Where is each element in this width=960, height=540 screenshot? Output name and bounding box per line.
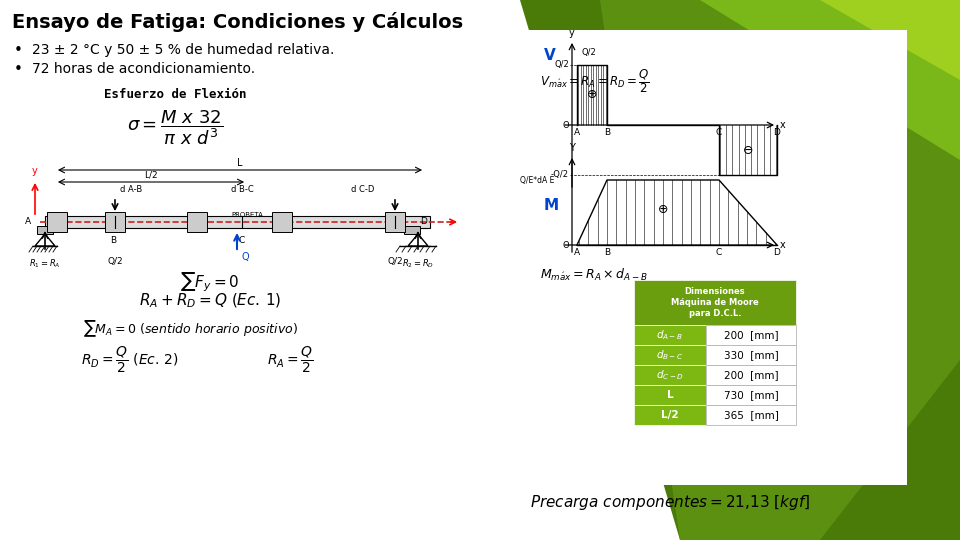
Bar: [45, 216, 430, 228]
Text: $M_{m\acute{a}x} = R_A \times d_{A-B}$: $M_{m\acute{a}x} = R_A \times d_{A-B}$: [540, 267, 648, 283]
Bar: [404, 226, 420, 234]
Text: Q/2: Q/2: [582, 48, 597, 57]
Polygon shape: [520, 0, 960, 540]
Bar: [706, 385, 796, 405]
Text: $R_A + R_D = Q\ (Ec.\,1)$: $R_A + R_D = Q\ (Ec.\,1)$: [139, 292, 281, 310]
Bar: [634, 385, 706, 405]
Text: Ensayo de Fatiga: Condiciones y Cálculos: Ensayo de Fatiga: Condiciones y Cálculos: [12, 12, 463, 32]
Text: O: O: [563, 240, 569, 249]
Text: 72 horas de acondicionamiento.: 72 horas de acondicionamiento.: [32, 62, 255, 76]
Text: 200  [mm]: 200 [mm]: [724, 370, 779, 380]
Text: O: O: [563, 120, 569, 130]
Bar: [706, 365, 796, 385]
Text: $\sum F_y = 0$: $\sum F_y = 0$: [180, 270, 240, 294]
Text: Y: Y: [569, 143, 575, 153]
Bar: [272, 212, 292, 232]
Text: M: M: [544, 199, 559, 213]
Text: d B-C: d B-C: [230, 185, 253, 194]
Bar: [385, 212, 405, 232]
Text: $d_{A-B}$: $d_{A-B}$: [657, 328, 684, 342]
Text: PROBETA: PROBETA: [231, 212, 263, 218]
Text: 23 ± 2 °C y 50 ± 5 % de humedad relativa.: 23 ± 2 °C y 50 ± 5 % de humedad relativa…: [32, 43, 334, 57]
Bar: [187, 212, 207, 232]
Bar: [706, 405, 796, 425]
Bar: [634, 405, 706, 425]
Text: D: D: [420, 217, 427, 226]
Bar: [37, 226, 53, 234]
Text: Q/2: Q/2: [108, 257, 123, 266]
Bar: [47, 212, 67, 232]
Text: D: D: [774, 248, 780, 257]
Text: $d_{B-C}$: $d_{B-C}$: [657, 348, 684, 362]
Text: 365  [mm]: 365 [mm]: [724, 410, 779, 420]
Bar: [634, 365, 706, 385]
Text: •: •: [14, 62, 23, 77]
Text: A: A: [574, 128, 580, 137]
Text: 330  [mm]: 330 [mm]: [724, 350, 779, 360]
Text: $\sigma = \dfrac{M\ x\ 32}{\pi\ x\ d^3}$: $\sigma = \dfrac{M\ x\ 32}{\pi\ x\ d^3}$: [127, 108, 223, 147]
Text: $R_D = \dfrac{Q}{2}\ (Ec.\,2)$: $R_D = \dfrac{Q}{2}\ (Ec.\,2)$: [81, 345, 179, 375]
Text: 730  [mm]: 730 [mm]: [724, 390, 779, 400]
Text: d C-D: d C-D: [351, 185, 374, 194]
Bar: [527, 30, 907, 485]
Text: $R_1=R_A$: $R_1=R_A$: [29, 257, 60, 269]
Bar: [634, 325, 706, 345]
Text: Q/E*dA E: Q/E*dA E: [519, 176, 554, 185]
Bar: [706, 325, 796, 345]
Polygon shape: [600, 0, 960, 540]
Polygon shape: [700, 0, 960, 160]
Text: Q: Q: [241, 252, 249, 262]
Text: C: C: [716, 128, 722, 137]
Text: L: L: [237, 158, 243, 168]
Bar: [706, 345, 796, 365]
Text: D: D: [774, 128, 780, 137]
Text: Dimensiones
Máquina de Moore
para D.C.L.: Dimensiones Máquina de Moore para D.C.L.: [671, 287, 758, 318]
Text: Esfuerzo de Flexión: Esfuerzo de Flexión: [104, 88, 247, 101]
Text: -Q/2: -Q/2: [551, 171, 569, 179]
Text: $R_2=R_D$: $R_2=R_D$: [402, 257, 434, 269]
Text: B: B: [604, 128, 610, 137]
Text: d A-B: d A-B: [120, 185, 142, 194]
Text: ⊕: ⊕: [587, 89, 597, 102]
Text: A: A: [25, 217, 31, 226]
Text: B: B: [110, 236, 116, 245]
Text: $R_A = \dfrac{Q}{2}$: $R_A = \dfrac{Q}{2}$: [267, 345, 313, 375]
Text: y: y: [569, 28, 575, 38]
Text: 200  [mm]: 200 [mm]: [724, 330, 779, 340]
Text: $d_{C-D}$: $d_{C-D}$: [656, 368, 684, 382]
Bar: [520, 40, 920, 500]
Bar: [634, 345, 706, 365]
Text: $\mathit{Precarga\ componentes = 21{,}13\ [kgf]}$: $\mathit{Precarga\ componentes = 21{,}13…: [530, 493, 810, 512]
Text: x: x: [780, 240, 785, 250]
Text: Q/2: Q/2: [387, 257, 403, 266]
Text: C: C: [239, 236, 245, 245]
Text: Q/2: Q/2: [554, 60, 569, 70]
Bar: [634, 280, 796, 325]
Text: C: C: [716, 248, 722, 257]
Text: L/2: L/2: [661, 410, 679, 420]
Bar: [105, 212, 125, 232]
Text: A: A: [574, 248, 580, 257]
Text: L: L: [666, 390, 673, 400]
Text: y: y: [32, 166, 37, 176]
Text: x: x: [780, 120, 785, 130]
Text: ⊖: ⊖: [743, 144, 754, 157]
Text: $V_{m\acute{a}x} = R_A = R_D = \dfrac{Q}{2}$: $V_{m\acute{a}x} = R_A = R_D = \dfrac{Q}…: [540, 68, 650, 95]
Text: ⊕: ⊕: [658, 202, 668, 216]
Text: L/2: L/2: [144, 171, 157, 180]
Text: •: •: [14, 43, 23, 58]
Polygon shape: [820, 0, 960, 80]
Text: B: B: [604, 248, 610, 257]
Text: $\sum M_A = 0\ \mathit{(sentido\ horario\ positivo)}$: $\sum M_A = 0\ \mathit{(sentido\ horario…: [83, 318, 298, 339]
Text: V: V: [544, 48, 556, 63]
